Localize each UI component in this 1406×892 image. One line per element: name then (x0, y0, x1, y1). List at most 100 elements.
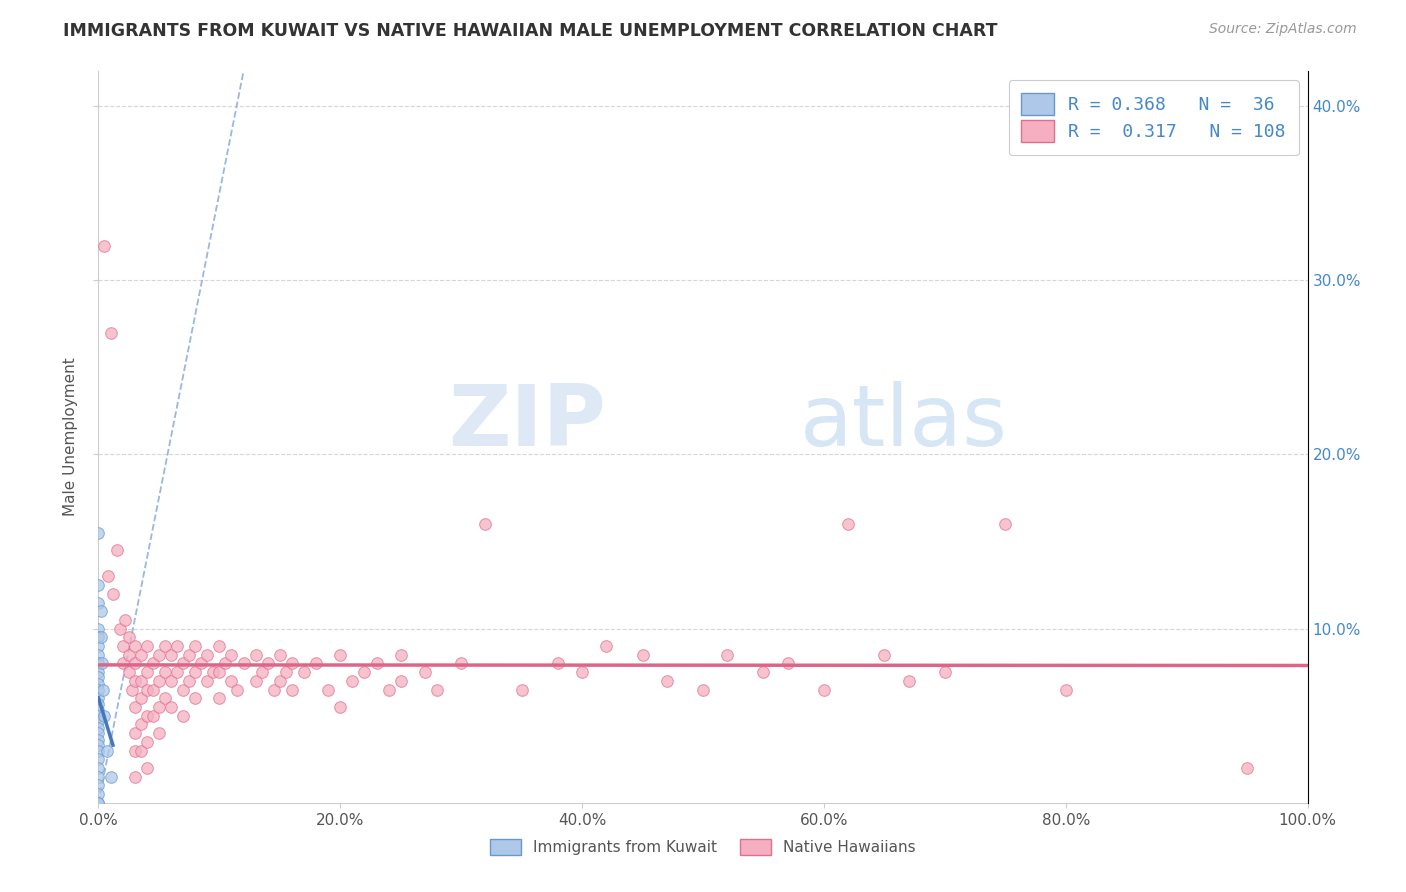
Point (124, 770, 146, 784)
Point (87, 697, 110, 711)
Point (129, 717, 152, 731)
Point (91, 657, 114, 671)
Point (129, 648, 152, 662)
Point (135, 708, 157, 723)
Point (91, 682, 114, 697)
Point (87, 682, 110, 697)
Point (124, 700, 146, 714)
Point (1054, 682, 1077, 697)
Y-axis label: Male Unemployment: Male Unemployment (63, 358, 77, 516)
Point (121, 682, 143, 697)
Point (389, 673, 412, 688)
Point (179, 648, 201, 662)
Point (547, 657, 569, 671)
Point (190, 657, 212, 671)
Point (142, 657, 165, 671)
Point (124, 657, 146, 671)
Point (934, 665, 956, 680)
Point (813, 682, 835, 697)
Point (118, 665, 141, 680)
Point (221, 673, 243, 688)
Point (1236, 761, 1258, 775)
Point (172, 682, 194, 697)
Point (87, 525, 110, 540)
Point (153, 665, 176, 680)
Point (153, 691, 176, 706)
Point (87, 648, 110, 662)
Point (87, 639, 110, 653)
Point (184, 639, 207, 653)
Point (87, 657, 110, 671)
Point (87, 631, 110, 645)
Point (256, 657, 278, 671)
Point (87, 670, 110, 684)
Point (208, 639, 231, 653)
Point (148, 700, 170, 714)
Point (655, 673, 678, 688)
Point (148, 673, 170, 688)
Point (692, 682, 714, 697)
Point (329, 700, 352, 714)
Point (93, 238, 115, 252)
Point (124, 726, 146, 740)
Point (135, 735, 157, 749)
Point (281, 682, 304, 697)
Point (274, 665, 297, 680)
Point (87, 714, 110, 728)
Point (450, 657, 472, 671)
Point (118, 631, 141, 645)
Point (160, 648, 183, 662)
Point (135, 665, 157, 680)
Text: Source: ZipAtlas.com: Source: ZipAtlas.com (1209, 22, 1357, 37)
Point (87, 708, 110, 723)
Point (160, 700, 183, 714)
Point (87, 733, 110, 747)
Text: IMMIGRANTS FROM KUWAIT VS NATIVE HAWAIIAN MALE UNEMPLOYMENT CORRELATION CHART: IMMIGRANTS FROM KUWAIT VS NATIVE HAWAIIA… (63, 22, 998, 40)
Point (87, 595, 110, 609)
Point (250, 665, 273, 680)
Point (111, 639, 134, 653)
Point (93, 708, 115, 723)
Legend: Immigrants from Kuwait, Native Hawaiians: Immigrants from Kuwait, Native Hawaiians (484, 833, 922, 861)
Point (226, 682, 249, 697)
Point (366, 657, 388, 671)
Point (87, 665, 110, 680)
Point (305, 657, 328, 671)
Point (389, 648, 412, 662)
Point (426, 682, 449, 697)
Point (87, 721, 110, 735)
Point (90, 631, 112, 645)
Point (153, 639, 176, 653)
Point (281, 657, 304, 671)
Point (142, 708, 165, 723)
Point (111, 657, 134, 671)
Point (208, 691, 231, 706)
Point (716, 648, 738, 662)
Point (87, 743, 110, 757)
Point (105, 543, 128, 558)
Point (129, 743, 152, 757)
Point (353, 665, 375, 680)
Point (292, 665, 315, 680)
Point (776, 657, 799, 671)
Point (87, 761, 110, 775)
Point (184, 665, 207, 680)
Point (87, 796, 110, 810)
Point (97, 569, 120, 583)
Point (752, 665, 775, 680)
Point (595, 639, 617, 653)
Point (172, 657, 194, 671)
Point (87, 752, 110, 766)
Point (897, 673, 920, 688)
Point (87, 796, 110, 810)
Point (269, 673, 291, 688)
Point (631, 648, 654, 662)
Point (245, 648, 267, 662)
Point (148, 648, 170, 662)
Point (172, 708, 194, 723)
Point (142, 682, 165, 697)
Point (118, 648, 141, 662)
Text: ZIP: ZIP (449, 381, 606, 464)
Point (413, 665, 436, 680)
Point (221, 648, 243, 662)
